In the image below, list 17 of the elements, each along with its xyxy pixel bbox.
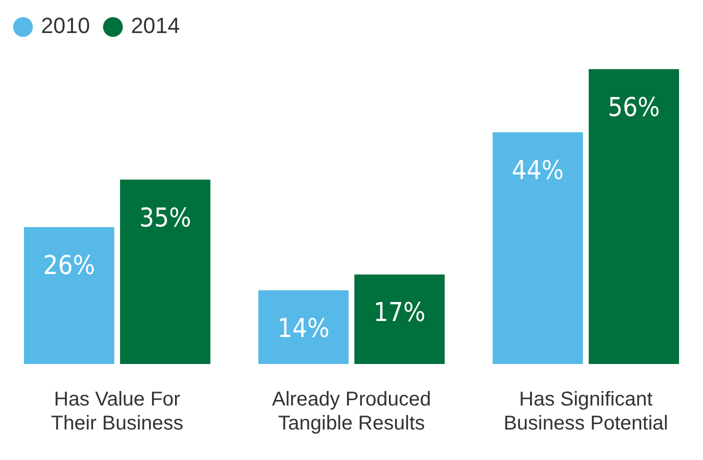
- bar: [354, 274, 445, 364]
- data-label: 56%: [608, 92, 660, 123]
- x-tick-label: Has Significant Business Potential: [504, 388, 668, 435]
- bar: [258, 290, 349, 364]
- bar: [24, 227, 114, 364]
- data-label: 17%: [374, 298, 426, 328]
- x-tick-label: Already Produced Tangible Results: [272, 388, 431, 435]
- data-label: 14%: [277, 314, 330, 344]
- bar: [120, 180, 210, 364]
- data-label: 35%: [139, 203, 192, 234]
- x-tick-label: Has Value For Their Business: [51, 388, 184, 435]
- data-label: 26%: [43, 250, 96, 281]
- bar: [588, 69, 680, 364]
- legend-label: 2014: [130, 13, 180, 38]
- bar: [492, 132, 583, 364]
- legend-label: 2010: [41, 13, 90, 38]
- data-label: 44%: [512, 156, 564, 186]
